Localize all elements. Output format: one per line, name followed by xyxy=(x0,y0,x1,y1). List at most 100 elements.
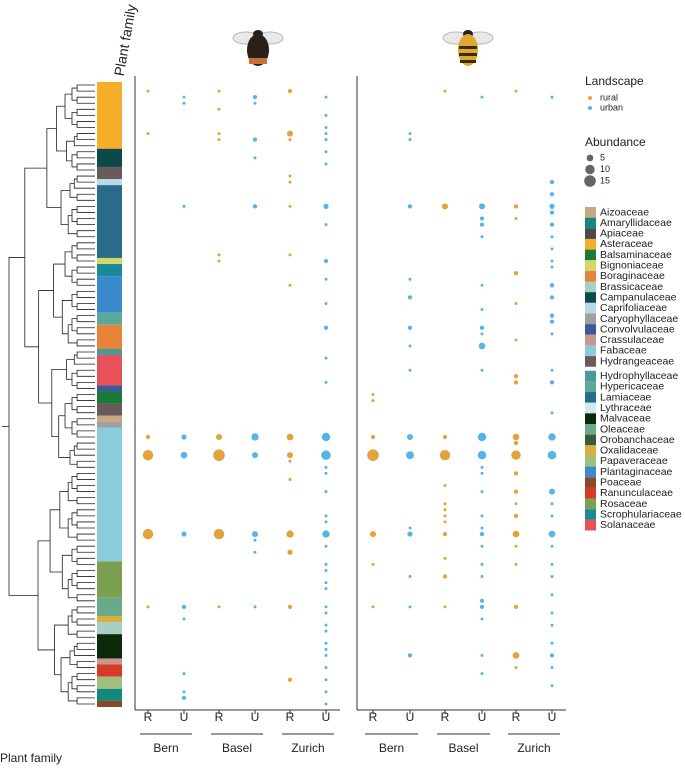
dot xyxy=(253,550,257,554)
family-legend-swatch xyxy=(585,238,596,250)
dot xyxy=(288,180,292,184)
dendrogram-branch xyxy=(76,278,95,286)
dot xyxy=(288,174,292,178)
dendrogram-branch xyxy=(76,582,95,590)
family-legend-swatch xyxy=(585,270,596,282)
dot xyxy=(182,617,186,621)
dot xyxy=(367,449,379,461)
dendrogram-branch xyxy=(71,87,78,101)
family-legend-swatch xyxy=(585,519,596,531)
dendrogram-branch xyxy=(60,190,70,225)
legend-title: Landscape xyxy=(585,74,644,88)
family-bar-segment xyxy=(97,421,122,428)
dot xyxy=(324,562,328,566)
dendrogram-branch xyxy=(71,269,78,283)
dot xyxy=(549,380,555,385)
dendrogram-branch xyxy=(46,128,62,208)
dendrogram-branch xyxy=(76,163,95,171)
x-tick-label: U xyxy=(548,710,557,724)
family-legend-label: Apiaceae xyxy=(600,228,644,240)
dot xyxy=(550,411,554,415)
dot xyxy=(324,520,328,524)
dendrogram-branch xyxy=(76,521,95,529)
x-tick-label: U xyxy=(406,710,415,724)
dot xyxy=(288,283,292,287)
dendrogram-branch xyxy=(53,263,66,318)
dot xyxy=(287,677,293,682)
dot xyxy=(253,538,257,542)
dot xyxy=(252,95,258,100)
dendrogram-branch xyxy=(49,509,63,573)
dot xyxy=(549,192,555,197)
dot xyxy=(477,450,487,460)
dot xyxy=(217,89,221,93)
dot xyxy=(513,440,519,446)
family-bar-segment xyxy=(97,355,122,386)
dendrogram-branch xyxy=(58,415,70,458)
legend-marker xyxy=(588,106,592,110)
family-legend-swatch xyxy=(585,509,596,520)
family-legend-label: Scrophulariaceae xyxy=(600,508,682,520)
family-legend-label: Bignoniaceae xyxy=(600,260,664,272)
dot xyxy=(548,433,556,441)
dot xyxy=(324,223,328,227)
dot xyxy=(513,271,519,276)
dot xyxy=(181,434,187,440)
dot xyxy=(407,433,413,440)
dot xyxy=(550,95,554,99)
dot xyxy=(324,132,328,136)
dot xyxy=(217,605,221,609)
dot xyxy=(324,666,328,670)
dot xyxy=(550,641,554,645)
dendrogram-branch xyxy=(76,661,95,668)
dendrogram-branch xyxy=(76,315,95,323)
size-legend-marker xyxy=(586,154,594,162)
family-legend-label: Malvaceae xyxy=(600,413,651,425)
dot xyxy=(371,605,375,609)
dot xyxy=(324,380,328,384)
dendrogram-branch xyxy=(67,615,78,635)
dot xyxy=(370,531,376,538)
family-legend-swatch xyxy=(585,356,596,367)
x-tick-label: U xyxy=(180,710,189,724)
dot xyxy=(288,477,292,481)
dendrogram-branch xyxy=(76,84,95,92)
group-label: Zurich xyxy=(517,741,550,755)
dot xyxy=(287,130,293,137)
family-legend-label: Oleaceae xyxy=(600,423,645,435)
dot xyxy=(216,433,222,440)
dot xyxy=(408,138,412,142)
family-legend-label: Rosaceae xyxy=(600,498,647,510)
dot xyxy=(371,562,375,566)
dot xyxy=(549,222,555,227)
dendrogram-branch xyxy=(59,491,69,529)
family-legend-swatch xyxy=(585,228,596,239)
dot xyxy=(321,450,331,460)
dendrogram-branch xyxy=(76,381,95,389)
dendrogram-branch xyxy=(76,290,95,298)
dendrogram-branch xyxy=(76,303,95,310)
dot xyxy=(511,450,521,460)
dendrogram-branch xyxy=(76,630,95,638)
dendrogram-branch xyxy=(76,472,95,480)
dot xyxy=(408,526,412,530)
family-bar-segment xyxy=(97,403,122,416)
dendrogram-branch xyxy=(76,230,95,238)
dot xyxy=(324,690,328,694)
dendrogram-branch xyxy=(76,254,95,262)
dot xyxy=(512,530,520,538)
family-legend-swatch xyxy=(585,455,596,467)
family-bar-segment xyxy=(97,427,122,562)
dendrogram-branch xyxy=(69,183,78,198)
size-legend-label: 15 xyxy=(600,175,610,185)
dendrogram-branch xyxy=(76,430,95,438)
dot xyxy=(146,605,150,609)
dot xyxy=(252,137,258,142)
family-legend-swatch xyxy=(585,313,596,325)
dot xyxy=(370,434,376,440)
family-legend-label: Boraginaceae xyxy=(600,270,665,282)
dot xyxy=(181,604,187,609)
dot xyxy=(512,652,520,659)
dendrogram-branch xyxy=(76,193,95,201)
